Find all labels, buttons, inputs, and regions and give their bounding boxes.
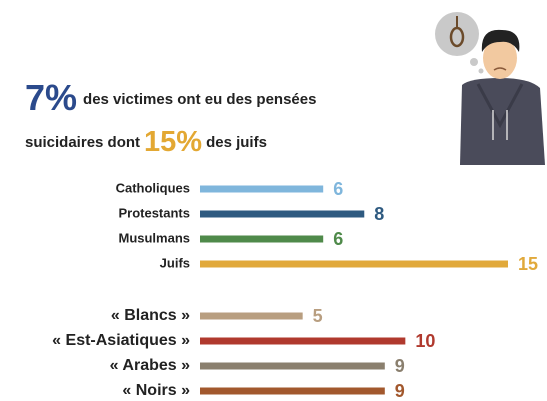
icon (435, 12, 545, 165)
headline-line-2: suicidaires dont 15% des juifs (25, 126, 267, 158)
bar (200, 235, 324, 243)
value-label: 8 (374, 204, 384, 224)
value-label: 9 (395, 356, 405, 376)
bar (200, 260, 508, 268)
category-label: Catholiques (116, 180, 190, 195)
bar (200, 387, 385, 395)
value-label: 15 (518, 254, 538, 274)
headline-text: des victimes ont eu des pensées (83, 91, 316, 108)
value-label: 5 (313, 306, 323, 326)
bar (200, 185, 324, 193)
headline-line-1: 7% des victimes ont eu des pensées (25, 77, 316, 118)
category-label: Musulmans (118, 230, 190, 245)
headline-text: des juifs (206, 134, 267, 151)
value-label: 9 (395, 381, 405, 401)
headline-stat: 7% (25, 77, 77, 118)
category-label: « Est-Asiatiques » (52, 332, 190, 349)
headline-stat: 15% (144, 126, 202, 158)
bar (200, 362, 385, 370)
headline-text: suicidaires dont (25, 134, 140, 151)
category-label: « Arabes » (110, 357, 190, 374)
bar (200, 312, 303, 320)
value-label: 6 (333, 229, 343, 249)
category-label: « Noirs » (122, 382, 190, 399)
bar (200, 337, 406, 345)
category-label: Juifs (160, 255, 190, 270)
bar (200, 210, 365, 218)
value-label: 10 (415, 331, 435, 351)
category-label: Protestants (118, 205, 190, 220)
value-label: 6 (333, 179, 343, 199)
category-label: « Blancs » (111, 307, 190, 324)
